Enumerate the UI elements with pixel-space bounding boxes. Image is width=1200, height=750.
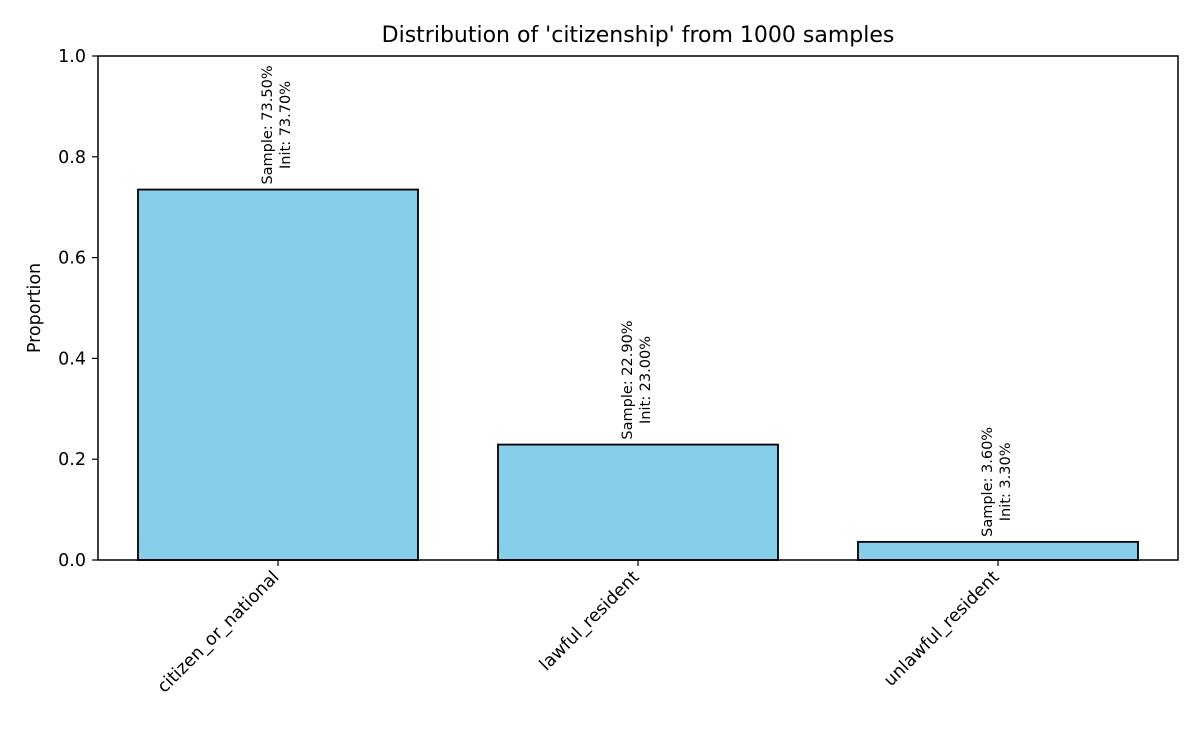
y-axis-label: Proportion	[25, 263, 45, 353]
bar-annotation-sample: Sample: 3.60%	[980, 427, 996, 537]
bar-citizen-or-national	[137, 188, 419, 561]
y-tick-label: 0.0	[58, 551, 86, 571]
bar-lawful-resident	[497, 443, 779, 561]
bar-annotations: Sample: 73.50% Init: 73.70% Sample: 22.90%…	[260, 65, 1014, 536]
y-tick-label: 0.8	[58, 148, 86, 168]
bar-unlawful-resident	[857, 540, 1139, 561]
bars-layer	[137, 188, 1139, 561]
chart-title: Distribution of 'citizenship' from 1000 …	[382, 23, 895, 48]
bar-annotation-init: Init: 73.70%	[278, 81, 294, 169]
plot-frame	[97, 55, 1179, 561]
bar-annotation-sample: Sample: 73.50%	[260, 65, 276, 184]
bar-annotation-init: Init: 3.30%	[998, 443, 1014, 522]
y-tick-label: 0.6	[58, 249, 86, 269]
bar-annotation-sample: Sample: 22.90%	[620, 320, 636, 439]
y-tick-label: 1.0	[58, 47, 86, 67]
y-tick-label: 0.4	[58, 349, 86, 369]
y-axis-ticks: 0.0 0.2 0.4 0.6 0.8 1.0	[58, 47, 98, 571]
y-tick-label: 0.2	[58, 450, 86, 470]
bar-annotation-init: Init: 23.00%	[638, 336, 654, 424]
